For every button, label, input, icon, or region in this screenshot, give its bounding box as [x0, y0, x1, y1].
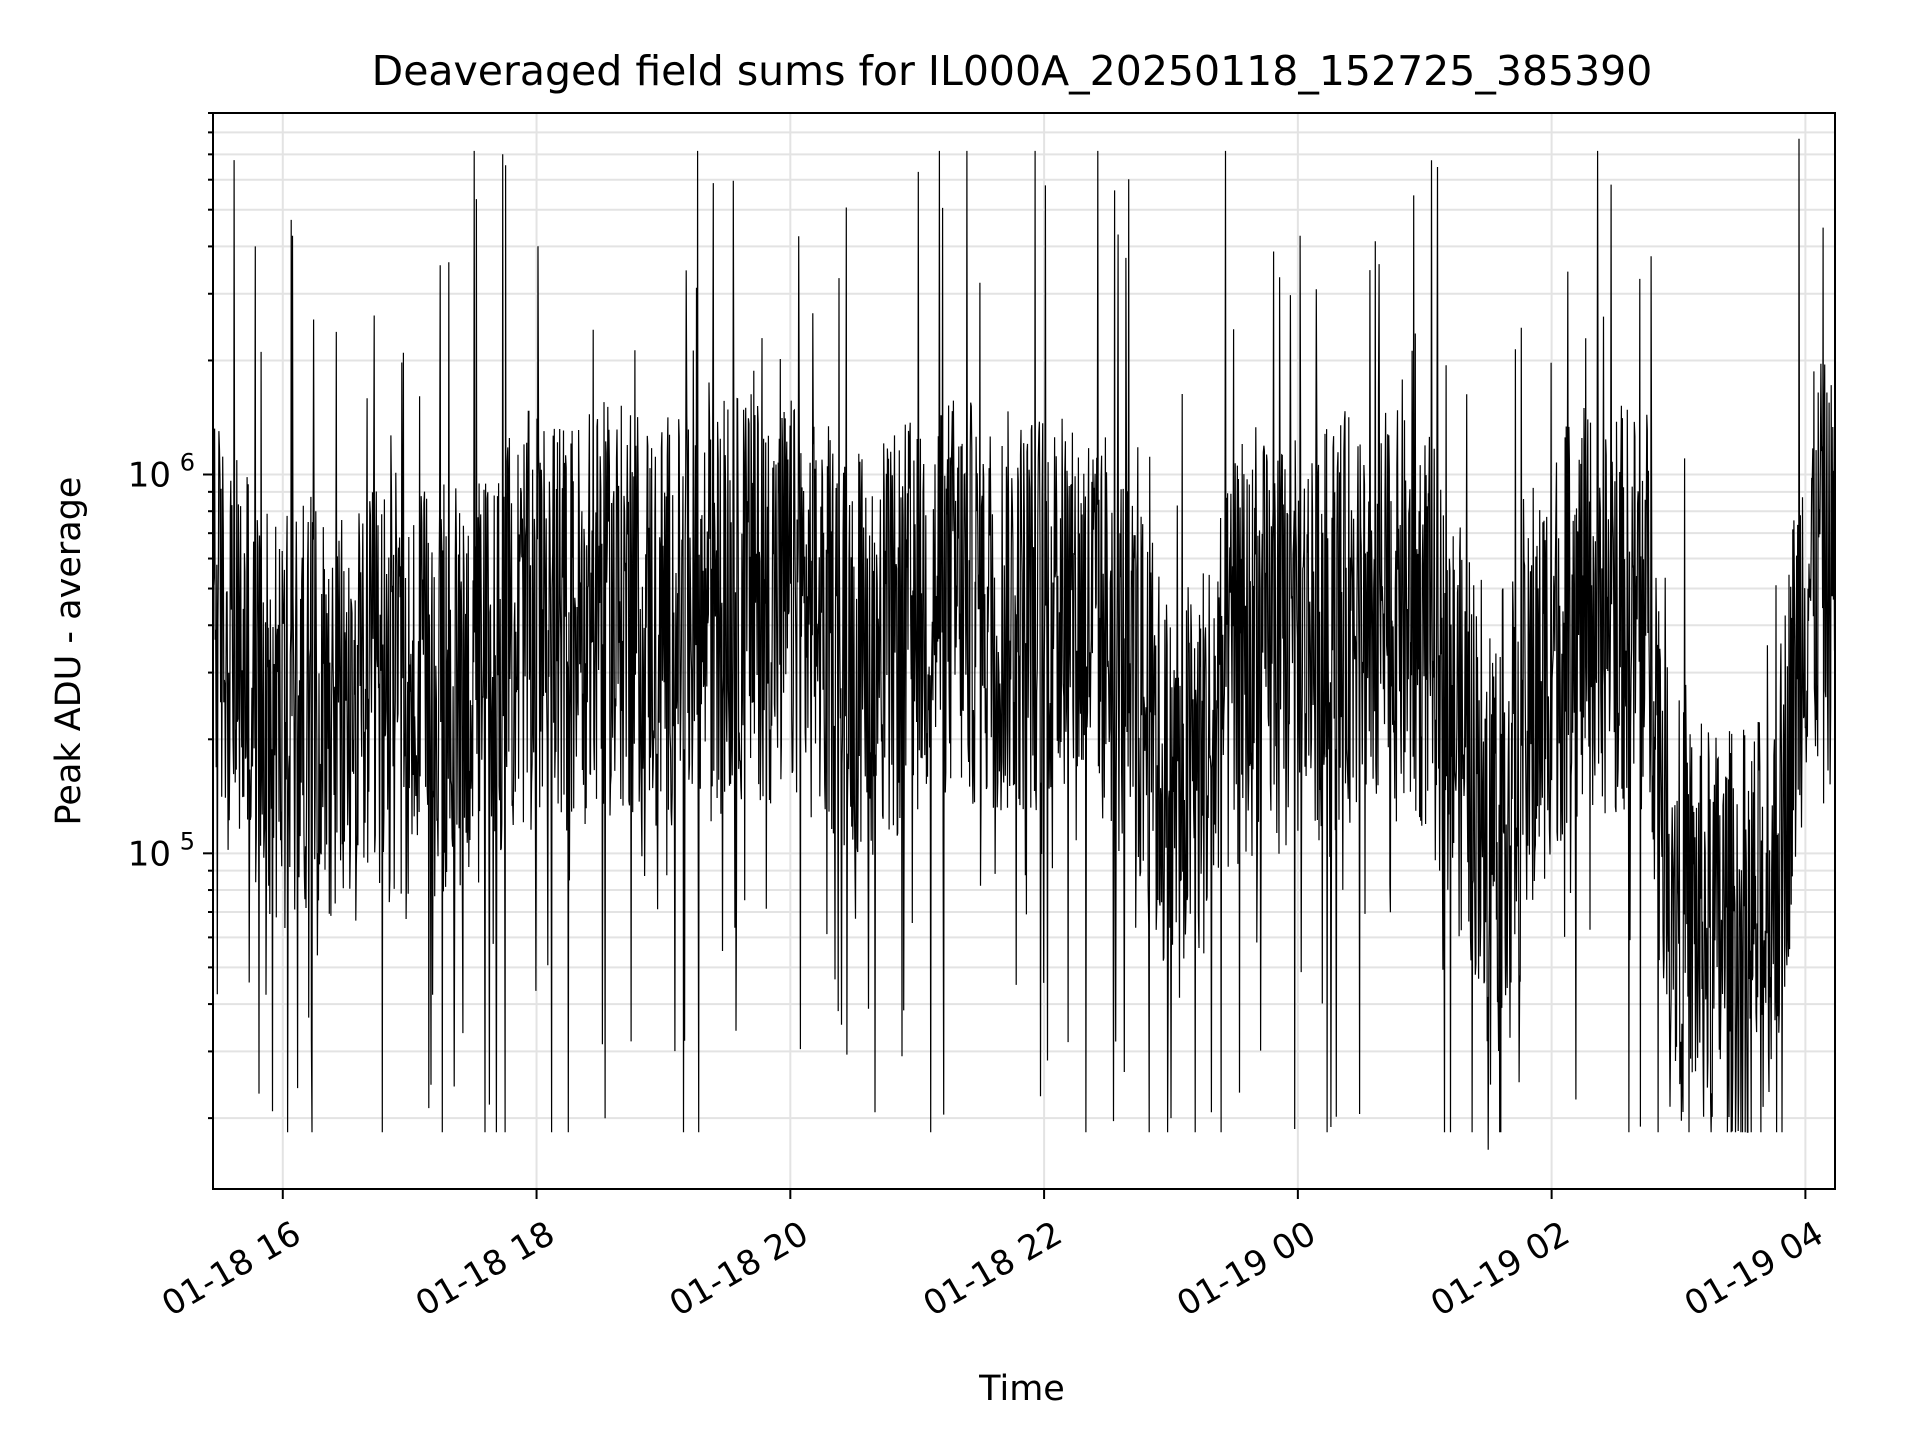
- y-tick-label: 10: [128, 834, 171, 874]
- y-tick-base: 10: [128, 455, 171, 495]
- plot-frame: [212, 112, 1836, 1190]
- chart-title: Deaveraged field sums for IL000A_2025011…: [372, 47, 1653, 95]
- y-axis-label: Peak ADU - average: [49, 477, 89, 826]
- y-tick-label: 10: [128, 455, 171, 495]
- y-tick-exponent: 6: [180, 448, 195, 476]
- y-tick-exponent: 5: [180, 827, 195, 855]
- x-axis-label: Time: [978, 1369, 1065, 1409]
- series-line: [212, 138, 1836, 1150]
- y-tick-base: 10: [128, 834, 171, 874]
- series-line-layer: [212, 138, 1836, 1150]
